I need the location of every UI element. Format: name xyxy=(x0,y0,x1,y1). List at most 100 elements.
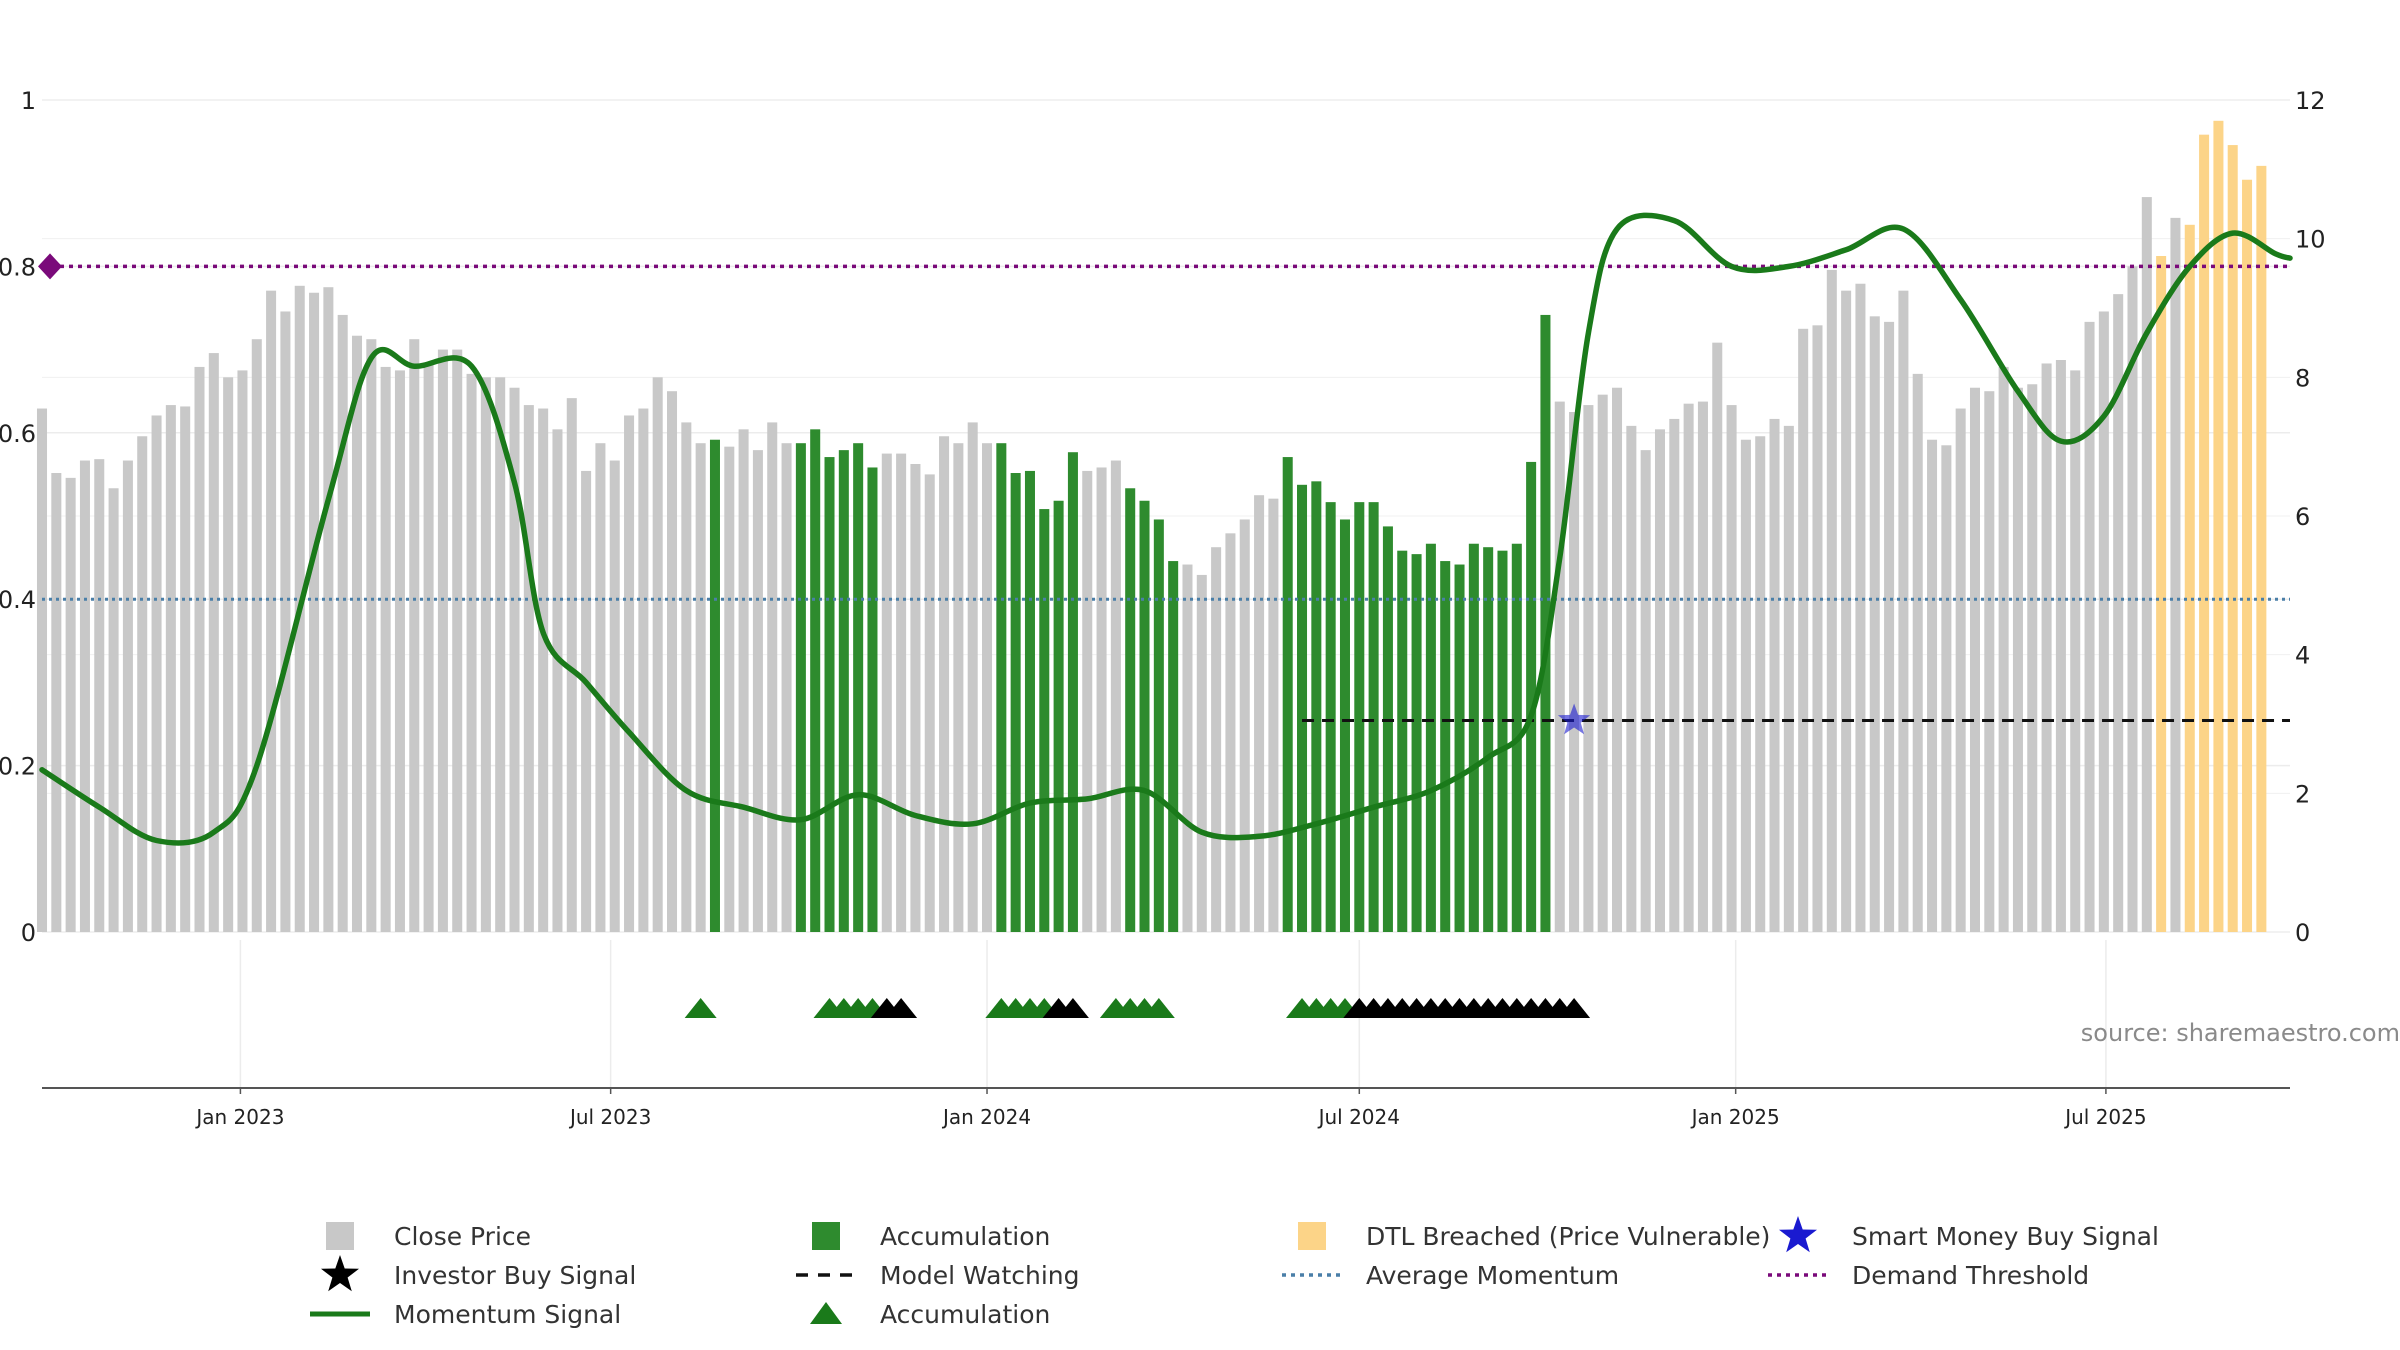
legend-item-demand_threshold: Demand Threshold xyxy=(1768,1261,2089,1290)
smart-money-buy-marker xyxy=(1557,703,1591,735)
price-bar xyxy=(667,391,678,932)
price-bar xyxy=(638,408,649,932)
price-bar xyxy=(1941,445,1952,932)
accumulation-bar xyxy=(1382,526,1393,932)
accumulation-bar xyxy=(1282,457,1293,932)
accumulation-bar xyxy=(1168,561,1179,932)
momentum-signal-line xyxy=(39,212,2293,846)
price-bar xyxy=(194,366,205,932)
accumulation-bar xyxy=(1440,561,1451,932)
price-bar xyxy=(609,460,620,932)
price-bar xyxy=(1569,412,1580,932)
price-bar xyxy=(337,314,348,932)
price-bar xyxy=(251,339,262,932)
price-bar xyxy=(2027,384,2038,932)
right-tick-label: 12 xyxy=(2295,87,2326,115)
price-bar xyxy=(1884,321,1895,932)
right-tick-label: 6 xyxy=(2295,503,2310,531)
price-bar xyxy=(1969,387,1980,933)
momentum-series xyxy=(39,212,2293,846)
price-bar xyxy=(1812,325,1823,933)
price-bar xyxy=(1898,290,1909,932)
price-bar xyxy=(767,422,778,932)
legend-swatch xyxy=(1298,1222,1326,1250)
price-bar xyxy=(409,339,420,932)
price-bar xyxy=(1826,269,1837,932)
price-bar xyxy=(752,450,763,932)
price-bar xyxy=(266,290,277,932)
price-bar xyxy=(509,387,520,933)
price-bar xyxy=(108,488,119,932)
price-bar xyxy=(380,366,391,932)
price-bar xyxy=(1912,373,1923,932)
price-bar xyxy=(1082,470,1093,932)
reference-lines xyxy=(38,253,2290,723)
price-bar xyxy=(2084,321,2095,932)
price-bar xyxy=(36,408,48,932)
price-bar xyxy=(495,377,506,933)
price-bar xyxy=(165,405,176,932)
left-tick-label: 1 xyxy=(21,87,36,115)
price-bar xyxy=(1626,425,1637,932)
price-bar xyxy=(1211,547,1222,932)
price-bar xyxy=(480,377,491,933)
legend-label: Smart Money Buy Signal xyxy=(1852,1222,2159,1251)
price-bar xyxy=(79,460,90,932)
accumulation-bar xyxy=(1024,470,1035,932)
accumulation-bar xyxy=(1526,461,1537,932)
price-bar xyxy=(1096,467,1107,932)
price-bar xyxy=(1597,394,1608,932)
left-tick-label: 0.2 xyxy=(0,753,36,781)
dtl-bar xyxy=(2256,165,2267,932)
dtl-bar xyxy=(2199,134,2210,933)
legend-swatch xyxy=(812,1222,840,1250)
price-bar xyxy=(1225,533,1236,932)
price-bar xyxy=(1769,418,1780,932)
dtl-bar xyxy=(2227,145,2238,932)
right-tick-label: 10 xyxy=(2295,226,2326,254)
legend-item-dtl_breached: DTL Breached (Price Vulnerable) xyxy=(1298,1222,1770,1251)
price-bar xyxy=(881,453,892,932)
accumulation-bar xyxy=(1153,519,1164,932)
price-bar xyxy=(1726,405,1737,932)
price-bar xyxy=(982,443,993,932)
price-bar xyxy=(137,436,148,932)
price-bar xyxy=(939,436,950,932)
right-tick-label: 2 xyxy=(2295,780,2310,808)
accumulation-bar xyxy=(1497,550,1508,932)
left-tick-label: 0.8 xyxy=(0,253,36,281)
price-bar xyxy=(1268,498,1279,932)
price-bar xyxy=(1254,495,1265,932)
price-bar xyxy=(366,339,377,932)
accumulation-bar xyxy=(1397,550,1408,932)
price-bar xyxy=(351,335,363,933)
price-bar xyxy=(437,349,448,933)
price-bar xyxy=(1955,408,1966,932)
legend-item-accumulation: Accumulation xyxy=(812,1222,1050,1251)
legend-label: Investor Buy Signal xyxy=(394,1261,636,1290)
legend-label: DTL Breached (Price Vulnerable) xyxy=(1366,1222,1770,1251)
signal-markers xyxy=(684,703,1591,1018)
price-bar xyxy=(323,287,334,932)
price-bar xyxy=(94,459,105,932)
price-bar xyxy=(1612,387,1623,933)
legend-label: Demand Threshold xyxy=(1852,1261,2089,1290)
price-bar xyxy=(208,353,219,932)
accumulation-bar xyxy=(1339,519,1350,932)
price-bar xyxy=(180,406,191,932)
accumulation-bar xyxy=(1325,502,1336,932)
price-bar xyxy=(1669,418,1680,932)
grid-lines xyxy=(42,99,2290,1088)
dtl-bar xyxy=(2184,224,2195,933)
accumulation-bar xyxy=(1540,314,1551,932)
price-bars xyxy=(36,120,2267,933)
price-bar xyxy=(624,415,635,933)
price-bar xyxy=(280,311,291,933)
price-bar xyxy=(1583,405,1594,932)
legend-item-momentum: Momentum Signal xyxy=(310,1300,621,1329)
investor-buy-marker xyxy=(1056,998,1089,1018)
price-bar xyxy=(466,373,477,932)
price-bar xyxy=(65,477,76,932)
price-bar xyxy=(1841,290,1852,932)
accumulation-bar xyxy=(1010,473,1021,932)
